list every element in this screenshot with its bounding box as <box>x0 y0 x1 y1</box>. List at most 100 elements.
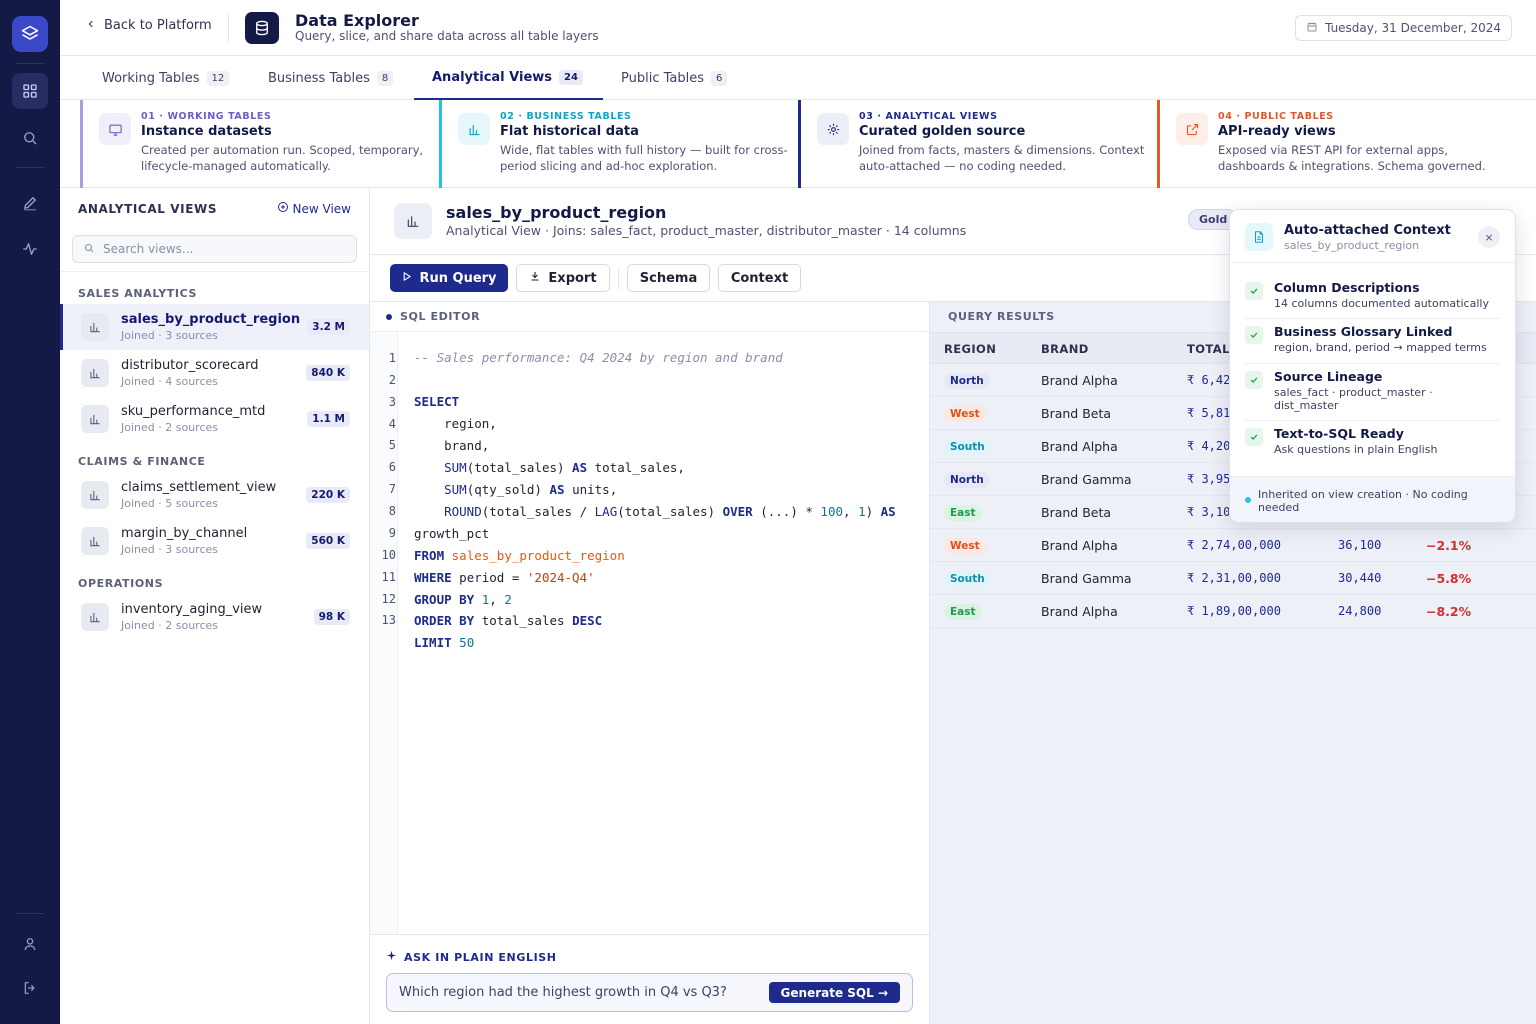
brand-cell: Brand Alpha <box>1041 538 1118 553</box>
code-line[interactable]: ORDER BY total_sales DESC <box>414 613 602 628</box>
rail-divider <box>16 167 44 168</box>
schema-button[interactable]: Schema <box>627 264 710 292</box>
tab-business-tables[interactable]: Business Tables 8 <box>268 56 394 100</box>
context-divider <box>1245 420 1500 421</box>
line-number: 10 <box>381 548 396 562</box>
logout-icon[interactable] <box>12 970 48 1006</box>
layer-card-analytical[interactable]: 03 · ANALYTICAL VIEWS Curated golden sou… <box>798 100 1157 188</box>
check-icon <box>1245 326 1263 344</box>
pen-icon[interactable] <box>12 185 48 221</box>
user-icon[interactable] <box>12 926 48 962</box>
context-item-desc: 14 columns documented automatically <box>1274 297 1489 310</box>
database-icon <box>245 12 279 44</box>
layers-logo-icon[interactable] <box>12 16 48 52</box>
view-item-claims-settlement-view[interactable]: claims_settlement_view Joined · 5 source… <box>60 472 369 518</box>
search-icon[interactable] <box>12 120 48 156</box>
line-number: 3 <box>388 395 396 409</box>
tab-count: 12 <box>206 70 230 86</box>
generate-sql-button[interactable]: Generate SQL → <box>768 982 900 1003</box>
tab-public-tables[interactable]: Public Tables 6 <box>621 56 728 100</box>
layer-description: Joined from facts, masters & dimensions.… <box>859 143 1145 173</box>
code-line[interactable]: LIMIT 50 <box>414 635 474 650</box>
calendar-icon <box>1306 21 1318 36</box>
context-item-title: Column Descriptions <box>1274 280 1420 295</box>
column-header-region[interactable]: REGION <box>944 342 997 356</box>
view-item-distributor-scorecard[interactable]: distributor_scorecard Joined · 4 sources… <box>60 350 369 396</box>
layer-title: API-ready views <box>1218 124 1336 139</box>
group-label-sales: SALES ANALYTICS <box>78 287 197 300</box>
tab-working-tables[interactable]: Working Tables 12 <box>102 56 230 100</box>
grid-icon[interactable] <box>12 73 48 109</box>
code-line[interactable]: -- Sales performance: Q4 2024 by region … <box>414 350 783 365</box>
view-item-sku-performance-mtd[interactable]: sku_performance_mtd Joined · 2 sources 1… <box>60 396 369 442</box>
region-pill: East <box>944 505 982 521</box>
code-line[interactable]: WHERE period = '2024-Q4' <box>414 570 595 585</box>
external-link-icon <box>1176 113 1208 145</box>
sql-editor-label: SQL EDITOR <box>400 310 481 323</box>
bar-chart-icon <box>81 405 109 433</box>
total-sales-cell: ₹ 1,89,00,000 <box>1187 604 1281 618</box>
tab-count: 24 <box>559 69 583 85</box>
view-item-sales-by-product-region[interactable]: sales_by_product_region Joined · 3 sourc… <box>60 304 369 350</box>
tab-count: 8 <box>376 70 394 86</box>
context-item-title: Text-to-SQL Ready <box>1274 426 1404 441</box>
code-line[interactable]: SELECT <box>414 394 459 409</box>
context-divider <box>1245 363 1500 364</box>
line-number: 12 <box>381 592 396 606</box>
layer-eyebrow: 01 · WORKING TABLES <box>141 111 272 122</box>
line-number: 13 <box>381 613 396 627</box>
back-label: Back to Platform <box>104 18 212 33</box>
code-line[interactable]: brand, <box>414 438 489 453</box>
column-header-brand[interactable]: BRAND <box>1041 342 1089 356</box>
popover-divider <box>1230 262 1515 263</box>
export-button[interactable]: Export <box>516 264 610 292</box>
code-line[interactable]: region, <box>414 416 497 431</box>
sql-keyword: WHERE <box>414 570 452 585</box>
line-number: 11 <box>381 570 396 584</box>
sql-keyword: AS <box>880 504 896 519</box>
chevron-left-icon <box>86 18 96 33</box>
search-views-input[interactable]: Search views... <box>72 235 357 263</box>
new-view-button[interactable]: New View <box>277 201 351 216</box>
code-line[interactable]: ROUND(total_sales / LAG(total_sales) OVE… <box>414 504 896 519</box>
ask-question-input[interactable]: Which region had the highest growth in Q… <box>386 973 913 1012</box>
region-pill: West <box>944 406 986 422</box>
sql-keyword: AS <box>549 482 565 497</box>
table-row[interactable]: East Brand Alpha ₹ 1,89,00,000 24,800 −8.2% <box>930 595 1536 628</box>
layer-eyebrow: 03 · ANALYTICAL VIEWS <box>859 111 998 122</box>
sql-keyword: DESC <box>572 613 603 628</box>
view-item-margin-by-channel[interactable]: margin_by_channel Joined · 3 sources 560… <box>60 518 369 564</box>
brand-cell: Brand Beta <box>1041 406 1112 421</box>
run-query-button[interactable]: Run Query <box>390 264 508 292</box>
group-label-operations: OPERATIONS <box>78 577 164 590</box>
row-count-badge: 1.1 M <box>307 411 350 427</box>
view-header: sales_by_product_region Analytical View … <box>370 188 1536 255</box>
layer-card-public[interactable]: 04 · PUBLIC TABLES API-ready views Expos… <box>1157 100 1536 188</box>
code-line[interactable]: FROM sales_by_product_region <box>414 548 625 563</box>
context-button[interactable]: Context <box>718 264 801 292</box>
page-subtitle: Query, slice, and share data across all … <box>295 29 599 43</box>
sql-editor-panel: SQL EDITOR 1 2 3 4 5 6 7 8 9 10 11 12 13… <box>370 302 930 1024</box>
close-icon[interactable]: × <box>1478 226 1500 248</box>
code-line[interactable]: GROUP BY 1, 2 <box>414 592 512 607</box>
table-row[interactable]: West Brand Alpha ₹ 2,74,00,000 36,100 −2.1% <box>930 529 1536 562</box>
region-pill: North <box>944 373 990 389</box>
layer-card-working[interactable]: 01 · WORKING TABLES Instance datasets Cr… <box>80 100 439 188</box>
code-line[interactable]: growth_pct <box>414 526 489 541</box>
table-row[interactable]: South Brand Gamma ₹ 2,31,00,000 30,440 −5.8% <box>930 562 1536 595</box>
ask-label: ASK IN PLAIN ENGLISH <box>404 950 557 964</box>
tab-analytical-views[interactable]: Analytical Views 24 <box>414 56 603 100</box>
code-line[interactable]: SUM(qty_sold) AS units, <box>414 482 617 497</box>
layer-card-business[interactable]: 02 · BUSINESS TABLES Flat historical dat… <box>439 100 798 188</box>
back-to-platform-link[interactable]: Back to Platform <box>86 18 212 33</box>
sql-token: brand, <box>414 438 490 453</box>
table-row[interactable]: East Brand Beta ₹ 3,10 <box>930 496 1536 529</box>
rail-divider <box>16 913 44 914</box>
sidebar-title: ANALYTICAL VIEWS <box>78 202 218 216</box>
activity-icon[interactable] <box>12 231 48 267</box>
line-number-gutter: 1 2 3 4 5 6 7 8 9 10 11 12 13 <box>370 332 398 934</box>
view-item-inventory-aging-view[interactable]: inventory_aging_view Joined · 2 sources … <box>60 594 369 640</box>
column-header-total[interactable]: TOTAL <box>1187 342 1230 356</box>
brand-cell: Brand Alpha <box>1041 439 1118 454</box>
code-line[interactable]: SUM(total_sales) AS total_sales, <box>414 460 685 475</box>
